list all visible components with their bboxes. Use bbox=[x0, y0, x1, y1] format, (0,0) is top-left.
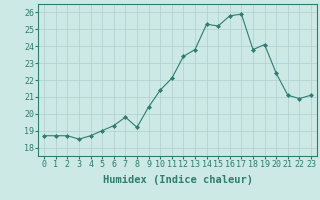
X-axis label: Humidex (Indice chaleur): Humidex (Indice chaleur) bbox=[103, 175, 252, 185]
